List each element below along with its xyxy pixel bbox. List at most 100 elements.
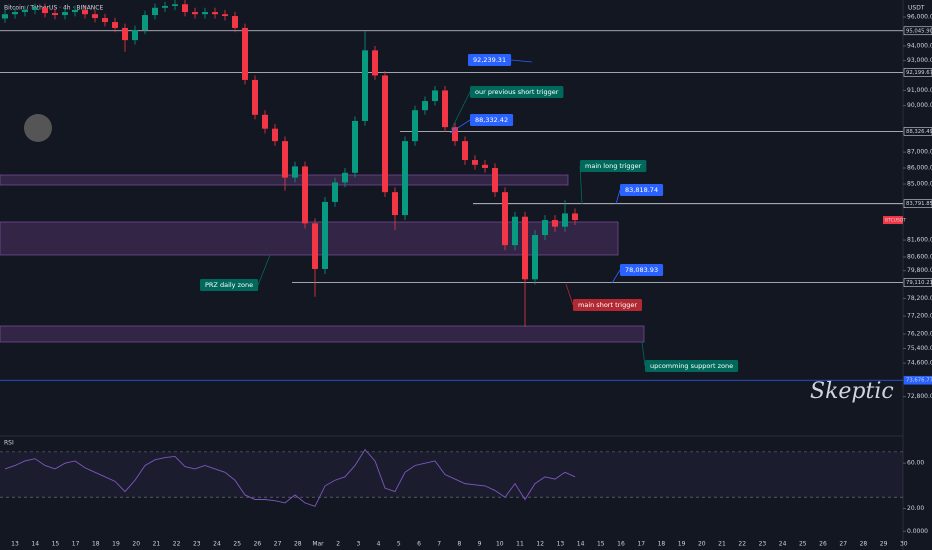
candle-body [542, 220, 548, 236]
candle-body [322, 201, 328, 269]
candle-body [432, 90, 438, 102]
candle-body [52, 13, 58, 16]
x-tick-label: 24 [213, 541, 221, 548]
y-tick-label: 91,000.00 [907, 87, 932, 94]
level-label: 88,326.49 [906, 129, 932, 135]
x-tick-label: 3 [356, 541, 360, 548]
level-box [903, 278, 932, 287]
annotation-text: 88,332.42 [475, 116, 508, 124]
candle-body [372, 50, 378, 76]
annotation-pointer [579, 165, 583, 205]
x-tick-label: 13 [557, 541, 565, 548]
candle-body [512, 216, 518, 246]
annotation-text: main long trigger [585, 162, 642, 170]
x-tick-label: 29 [880, 541, 888, 548]
x-tick-label: 5 [397, 541, 401, 548]
x-tick-label: 21 [153, 541, 161, 548]
annotation-pointer [450, 91, 471, 131]
candle-body [502, 192, 508, 246]
annotation-box [620, 184, 664, 196]
x-tick-label: 23 [193, 541, 201, 548]
candle-body [462, 141, 468, 161]
candle-body [162, 5, 168, 8]
candle-body [362, 50, 368, 121]
x-tick-label: Mar [312, 541, 324, 548]
level-box [903, 68, 932, 77]
y-tick-label: 79,800.00 [907, 267, 932, 274]
y-tick-label: 96,000.00 [907, 14, 932, 21]
candle-body [32, 7, 38, 10]
x-tick-label: 8 [457, 541, 461, 548]
candle-body [302, 166, 308, 224]
x-tick-label: 26 [819, 541, 827, 548]
annotation-text: 78,083.93 [625, 266, 658, 274]
candle-body [332, 182, 338, 202]
y-tick-label: 78,200.00 [907, 295, 932, 302]
rsi-line [4, 448, 576, 507]
x-tick-label: 6 [417, 541, 421, 548]
annotation-pointer [257, 254, 271, 286]
y-tick-label: 86,000.00 [907, 165, 932, 172]
candle-body [172, 4, 178, 6]
annotation-box [620, 264, 664, 276]
annotation-pointer [611, 269, 621, 284]
candle-body [352, 120, 358, 173]
y-tick-label: 81,600.00 [907, 237, 932, 244]
candle-body [492, 168, 498, 193]
candle-body [132, 29, 138, 41]
level-label: 79,110.21 [906, 280, 932, 286]
candle-body [452, 127, 458, 142]
candle-body [42, 7, 48, 14]
candle-body [2, 14, 8, 19]
x-tick-label: 11 [516, 541, 524, 548]
candle-body [532, 235, 538, 280]
y-tick-label: 87,000.00 [907, 149, 932, 156]
annotation-pointer [511, 59, 533, 63]
x-tick-label: 22 [738, 541, 746, 548]
signature: Skeptic [810, 379, 894, 404]
rsi-tick-label: 20.00 [907, 505, 924, 512]
chart-title: Bitcoin / TetherUS · 4h · BINANCE [4, 5, 103, 12]
candle-body [522, 216, 528, 280]
y-tick-label: 77,200.00 [907, 313, 932, 320]
y-tick-label: 85,000.00 [907, 181, 932, 188]
annotation-pointer [449, 119, 471, 134]
x-tick-label: 18 [658, 541, 666, 548]
candle-body [62, 12, 68, 16]
candle-body [72, 9, 78, 13]
y-tick-label: 90,000.00 [907, 102, 932, 109]
y-tick-label: 74,600.00 [907, 360, 932, 367]
candle-body [412, 110, 418, 142]
candle-body [232, 16, 238, 28]
annotation-text: 92,239.31 [473, 56, 506, 64]
currency: USDT [908, 5, 925, 12]
candle-body [222, 14, 228, 17]
annotation-box [468, 54, 512, 66]
x-tick-label: 26 [254, 541, 262, 548]
annotation-box [580, 160, 647, 172]
candle-body [472, 160, 478, 165]
candle-body [402, 141, 408, 216]
annotation-box [645, 360, 739, 372]
candle-body [342, 172, 348, 183]
x-tick-label: 27 [839, 541, 847, 548]
x-tick-label: 16 [617, 541, 625, 548]
candle-body [242, 27, 248, 80]
y-tick-label: 94,000.00 [907, 42, 932, 49]
candle-body [202, 12, 208, 15]
annotation-box [470, 86, 564, 98]
annotation-text: our previous short trigger [475, 88, 559, 96]
y-tick-label: 76,200.00 [907, 331, 932, 338]
x-tick-label: 28 [294, 541, 302, 548]
x-tick-label: 27 [274, 541, 282, 548]
annotation-box [573, 299, 643, 311]
y-tick-label: 93,000.00 [907, 57, 932, 64]
x-tick-label: 18 [92, 541, 100, 548]
rsi-tick-label: 0.0000 [907, 528, 928, 535]
x-tick-label: 30 [900, 541, 908, 548]
x-tick-label: 15 [597, 541, 605, 548]
annotation-text: main short trigger [578, 301, 637, 309]
x-tick-label: 25 [233, 541, 241, 548]
